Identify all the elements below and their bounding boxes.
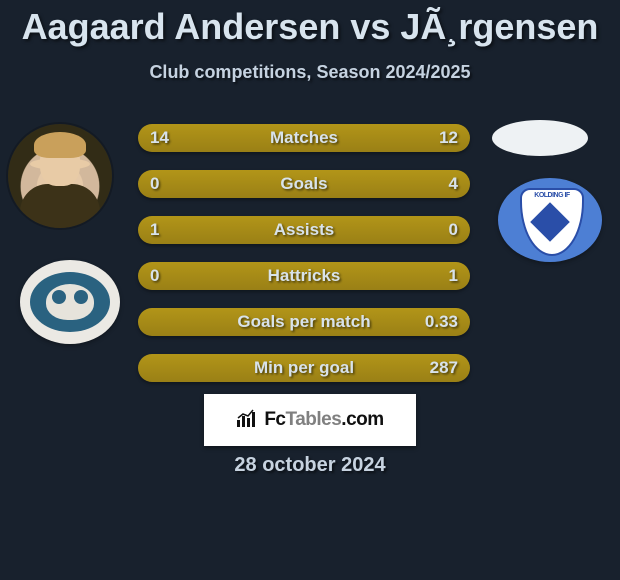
stat-label: Matches: [138, 128, 470, 148]
stat-row: 14 Matches 12: [138, 124, 470, 152]
brand-main: Tables: [286, 409, 342, 430]
stat-label: Goals: [138, 174, 470, 194]
stat-label: Min per goal: [138, 358, 470, 378]
comparison-infographic: Aagaard Andersen vs JÃ¸rgensen Club comp…: [0, 0, 620, 580]
player-right-placeholder: [492, 120, 588, 156]
brand-prefix: Fc: [264, 409, 285, 430]
club-right-badge: KOLDING IF: [498, 178, 602, 262]
club-right-diamond-icon: [530, 202, 570, 242]
stat-label: Assists: [138, 220, 470, 240]
stat-right-value: 287: [430, 358, 458, 378]
stats-bars: 14 Matches 12 0 Goals 4 1 Assists 0 0 Ha…: [138, 124, 470, 400]
stat-row: Goals per match 0.33: [138, 308, 470, 336]
club-right-shield: KOLDING IF: [520, 188, 584, 256]
club-left-owl-icon: [46, 284, 94, 320]
avatar-hair: [34, 132, 86, 158]
stat-right-value: 12: [439, 128, 458, 148]
stat-right-value: 0: [449, 220, 458, 240]
stat-row: 1 Assists 0: [138, 216, 470, 244]
footer-brand-box: FcTables.com: [204, 394, 416, 446]
stat-right-value: 0.33: [425, 312, 458, 332]
stat-row: 0 Hattricks 1: [138, 262, 470, 290]
stat-label: Hattricks: [138, 266, 470, 286]
player-left-avatar: [8, 124, 112, 228]
stat-row: 0 Goals 4: [138, 170, 470, 198]
stat-label: Goals per match: [138, 312, 470, 332]
stat-right-value: 4: [449, 174, 458, 194]
club-right-text: KOLDING IF: [522, 192, 582, 199]
date-text: 28 october 2024: [0, 454, 620, 477]
brand-suffix: .com: [341, 409, 383, 430]
footer-brand-text: FcTables.com: [264, 409, 383, 431]
stat-row: Min per goal 287: [138, 354, 470, 382]
page-subtitle: Club competitions, Season 2024/2025: [0, 62, 620, 83]
avatar-torso: [20, 184, 100, 228]
stat-right-value: 1: [449, 266, 458, 286]
club-left-badge: [20, 260, 120, 344]
club-left-inner: [30, 272, 110, 332]
page-title: Aagaard Andersen vs JÃ¸rgensen: [0, 6, 620, 48]
chart-icon: [236, 408, 258, 433]
